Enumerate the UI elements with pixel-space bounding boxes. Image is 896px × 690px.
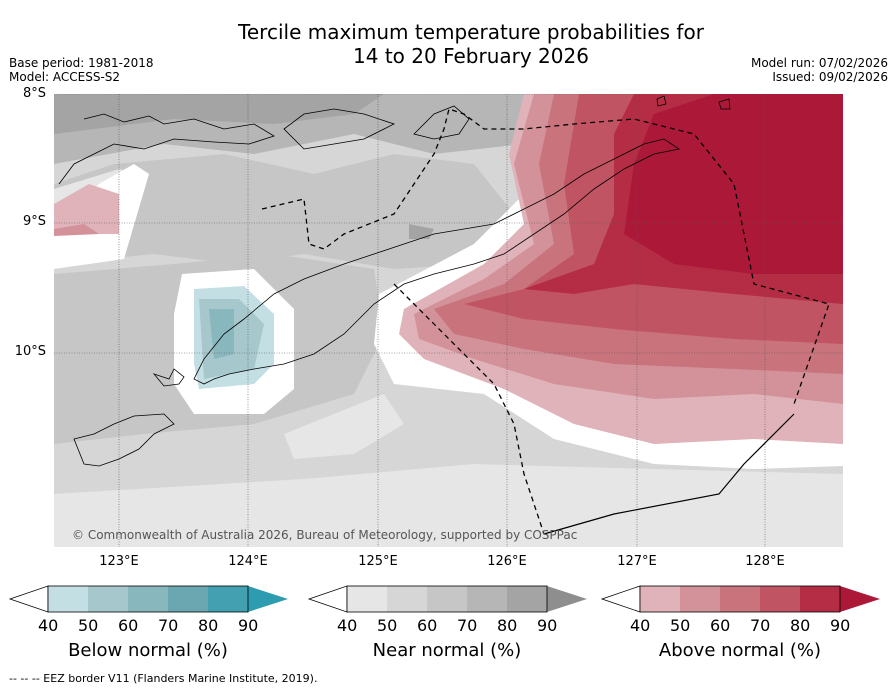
eez-north	[261, 108, 830, 405]
map-title: Tercile maximum temperature probabilitie…	[0, 20, 896, 68]
rote-island	[152, 368, 185, 387]
eez-west	[393, 283, 545, 535]
cb-below-tick-50: 50	[78, 616, 99, 635]
cb-above-2	[720, 586, 760, 612]
cb-below-tick-80: 80	[198, 616, 219, 635]
cb-below-1	[88, 586, 128, 612]
cb-above-4	[800, 586, 840, 612]
lon-label-123e: 123°E	[99, 554, 139, 569]
flores-coast	[58, 113, 275, 185]
above-normal-90	[624, 94, 843, 274]
colorbars	[8, 585, 880, 613]
model-run: Model run: 07/02/2026	[750, 56, 888, 70]
sawu-island	[73, 413, 175, 467]
colorbar-above-normal	[600, 585, 880, 613]
cb-below-tick-40: 40	[38, 616, 59, 635]
islet-northeast	[718, 98, 731, 110]
lon-label-126e: 126°E	[487, 554, 527, 569]
cb-near-4	[507, 586, 547, 612]
cb-near-tick-80: 80	[497, 616, 518, 635]
near-normal-band-60-north	[54, 154, 514, 269]
cb-near-0	[347, 586, 387, 612]
cb-above-tick-40: 40	[630, 616, 651, 635]
above-normal-west-patch-50	[54, 224, 99, 236]
colorbar-below-low-arrow	[8, 585, 49, 613]
lat-label-8s: 8°S	[22, 86, 46, 101]
cb-near-tick-90: 90	[537, 616, 558, 635]
cb-above-frame	[639, 585, 841, 613]
colorbar-label-near: Near normal (%)	[372, 640, 522, 661]
coastlines	[58, 95, 731, 467]
cb-above-tick-90: 90	[830, 616, 851, 635]
eez-legend-footer: -- -- -- EEZ border V11 (Flanders Marine…	[9, 672, 318, 685]
cb-above-1	[680, 586, 720, 612]
lon-label-127e: 127°E	[617, 554, 657, 569]
issued-date: Issued: 09/02/2026	[772, 70, 888, 84]
cb-near-tick-60: 60	[417, 616, 438, 635]
colorbar-above-low-arrow	[600, 585, 641, 613]
cb-below-tick-70: 70	[158, 616, 179, 635]
near-normal-spot	[409, 224, 434, 239]
colorbar-below-normal	[8, 585, 288, 613]
lon-label-128e: 128°E	[745, 554, 785, 569]
lat-label-10s: 10°S	[14, 344, 46, 359]
cb-near-5	[547, 586, 587, 612]
near-normal-band-80	[54, 94, 384, 134]
cb-above-tick-70: 70	[750, 616, 771, 635]
cb-near-3	[467, 586, 507, 612]
cb-near-1	[387, 586, 427, 612]
cb-below-2	[128, 586, 168, 612]
graticule	[54, 94, 843, 547]
cb-above-tick-80: 80	[790, 616, 811, 635]
cb-above-5	[840, 586, 880, 612]
colorbar-label-above: Above normal (%)	[658, 640, 822, 661]
above-normal-west-patch	[54, 184, 119, 234]
title-line-1: Tercile maximum temperature probabilitie…	[238, 20, 704, 44]
base-period: Base period: 1981-2018	[9, 56, 154, 70]
colorbar-near-low-arrow	[307, 585, 348, 613]
lon-label-124e: 124°E	[228, 554, 268, 569]
lat-label-9s: 9°S	[22, 214, 46, 229]
cb-below-3	[168, 586, 208, 612]
meta-right: Model run: 07/02/2026 Issued: 09/02/2026	[751, 56, 888, 84]
cb-near-tick-50: 50	[377, 616, 398, 635]
cb-below-5	[248, 586, 288, 612]
below-normal-60	[209, 309, 234, 359]
colorbar-label-below: Below normal (%)	[68, 640, 228, 661]
alor-island	[283, 108, 396, 150]
cb-below-tick-60: 60	[118, 616, 139, 635]
cb-above-tick-50: 50	[670, 616, 691, 635]
cb-above-0	[640, 586, 680, 612]
lon-label-125e: 125°E	[358, 554, 398, 569]
islet-north	[656, 95, 667, 107]
cb-near-frame	[346, 585, 548, 613]
cb-near-tick-40: 40	[337, 616, 358, 635]
near-normal-band-40-mid	[284, 394, 404, 459]
eez-southeast-boundary	[543, 413, 795, 535]
cb-above-tick-60: 60	[710, 616, 731, 635]
cb-near-2	[427, 586, 467, 612]
title-line-2: 14 to 20 February 2026	[353, 44, 589, 68]
near-normal-band-40-south	[54, 464, 843, 547]
model-name: Model: ACCESS-S2	[9, 70, 121, 84]
meta-left: Base period: 1981-2018 Model: ACCESS-S2	[9, 56, 154, 84]
eez-border	[261, 108, 830, 535]
cb-above-3	[760, 586, 800, 612]
small-island-north	[413, 105, 470, 140]
cb-below-4	[208, 586, 248, 612]
timor-coast	[193, 138, 681, 385]
cb-below-frame	[47, 585, 249, 613]
colorbar-near-normal	[307, 585, 587, 613]
cb-below-tick-90: 90	[238, 616, 259, 635]
cb-near-tick-70: 70	[457, 616, 478, 635]
cb-below-0	[48, 586, 88, 612]
copyright-text: © Commonwealth of Australia 2026, Bureau…	[72, 528, 577, 542]
probability-map: © Commonwealth of Australia 2026, Bureau…	[54, 94, 843, 547]
